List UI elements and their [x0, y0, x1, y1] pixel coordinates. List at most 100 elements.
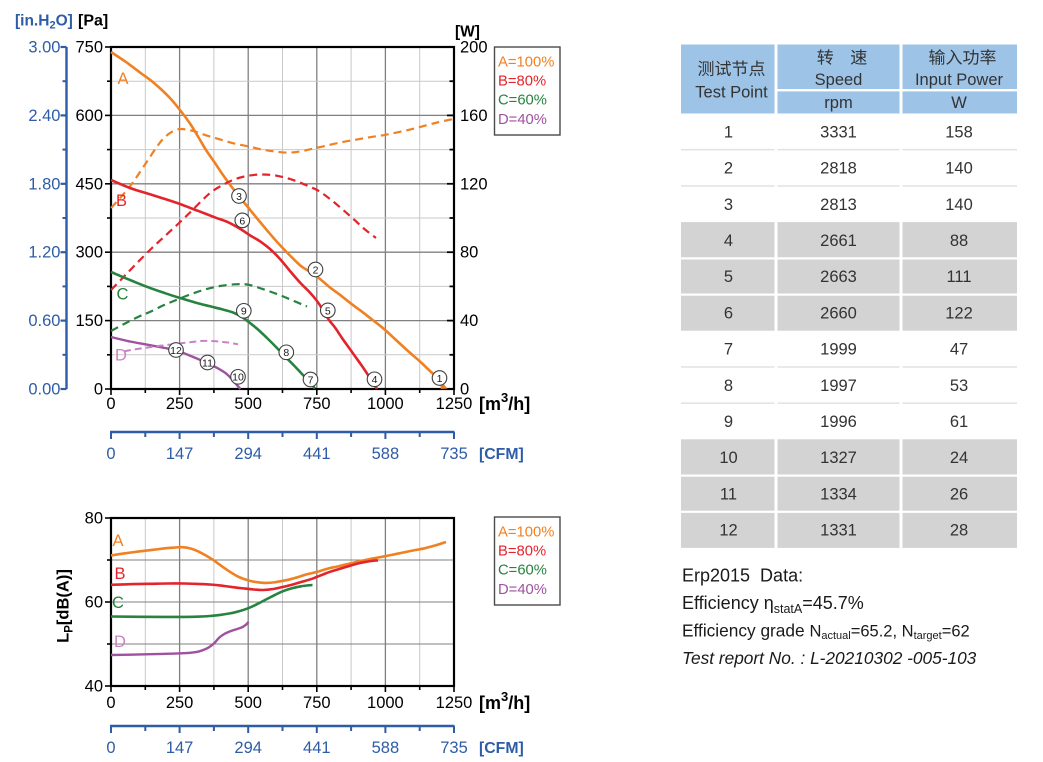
- svg-text:1334: 1334: [820, 485, 857, 503]
- svg-text:0.60: 0.60: [28, 312, 60, 330]
- svg-text:294: 294: [234, 739, 262, 757]
- svg-text:80: 80: [460, 244, 478, 262]
- svg-text:C=60%: C=60%: [498, 563, 547, 579]
- svg-text:294: 294: [234, 445, 262, 463]
- svg-text:0: 0: [106, 395, 115, 413]
- svg-text:D: D: [115, 347, 127, 365]
- svg-text:1: 1: [437, 373, 443, 385]
- svg-text:Efficiency grade Nactual=65.2,: Efficiency grade Nactual=65.2, Ntarget=6…: [682, 621, 970, 643]
- svg-text:2813: 2813: [820, 196, 857, 214]
- svg-text:140: 140: [945, 160, 973, 178]
- svg-text:158: 158: [945, 123, 973, 141]
- svg-text:3: 3: [724, 196, 733, 214]
- svg-text:10: 10: [232, 372, 244, 384]
- svg-text:1250: 1250: [436, 694, 473, 712]
- svg-text:450: 450: [75, 175, 103, 193]
- svg-text:5: 5: [724, 268, 733, 286]
- svg-text:120: 120: [460, 175, 488, 193]
- svg-text:Input Power: Input Power: [915, 71, 1004, 89]
- svg-text:B=80%: B=80%: [498, 74, 546, 90]
- svg-text:3.00: 3.00: [28, 39, 60, 57]
- svg-text:0: 0: [106, 694, 115, 712]
- svg-text:0: 0: [460, 381, 469, 399]
- svg-text:60: 60: [85, 594, 103, 612]
- svg-text:2660: 2660: [820, 304, 857, 322]
- svg-text:750: 750: [75, 39, 103, 57]
- svg-text:5: 5: [325, 305, 331, 317]
- svg-text:9: 9: [241, 306, 247, 318]
- svg-text:0: 0: [94, 381, 103, 399]
- svg-text:[m3/h]: [m3/h]: [479, 390, 530, 414]
- svg-text:Test report No. : L-20210302 -: Test report No. : L-20210302 -005-103: [682, 648, 977, 668]
- svg-text:B: B: [116, 192, 127, 210]
- svg-text:12: 12: [719, 522, 737, 540]
- svg-text:12: 12: [170, 345, 182, 357]
- svg-text:26: 26: [950, 485, 968, 503]
- svg-text:[m3/h]: [m3/h]: [479, 689, 530, 713]
- svg-text:160: 160: [460, 107, 488, 125]
- svg-text:1999: 1999: [820, 341, 857, 359]
- svg-text:D=40%: D=40%: [498, 582, 547, 598]
- svg-text:24: 24: [950, 449, 968, 467]
- svg-text:1250: 1250: [436, 395, 473, 413]
- svg-text:A: A: [112, 532, 123, 550]
- svg-text:4: 4: [372, 374, 378, 386]
- svg-text:441: 441: [303, 739, 331, 757]
- svg-text:A: A: [117, 70, 128, 88]
- svg-text:1: 1: [724, 123, 733, 141]
- svg-text:B: B: [114, 565, 125, 583]
- svg-text:2: 2: [313, 264, 319, 276]
- svg-text:7: 7: [724, 341, 733, 359]
- svg-text:1.20: 1.20: [28, 244, 60, 262]
- svg-text:147: 147: [166, 445, 194, 463]
- svg-text:[W]: [W]: [455, 24, 480, 41]
- svg-text:53: 53: [950, 377, 968, 395]
- svg-text:88: 88: [950, 232, 968, 250]
- svg-text:C: C: [112, 594, 124, 612]
- svg-text:11: 11: [720, 485, 737, 503]
- svg-text:3: 3: [236, 191, 242, 203]
- svg-text:1996: 1996: [820, 413, 857, 431]
- svg-text:A=100%: A=100%: [498, 54, 554, 70]
- svg-text:6: 6: [724, 304, 733, 322]
- svg-text:2663: 2663: [820, 268, 857, 286]
- svg-text:588: 588: [372, 445, 400, 463]
- svg-text:111: 111: [946, 268, 971, 286]
- svg-text:11: 11: [202, 357, 213, 369]
- svg-text:140: 140: [945, 196, 973, 214]
- svg-text:500: 500: [234, 395, 262, 413]
- svg-text:[CFM]: [CFM]: [479, 740, 524, 757]
- svg-text:10: 10: [719, 449, 737, 467]
- svg-text:D=40%: D=40%: [498, 112, 547, 128]
- svg-text:D: D: [114, 633, 126, 651]
- svg-text:2.40: 2.40: [28, 107, 60, 125]
- svg-text:2818: 2818: [820, 160, 857, 178]
- svg-text:7: 7: [308, 374, 314, 386]
- svg-text:40: 40: [85, 678, 103, 696]
- svg-text:0.00: 0.00: [28, 381, 60, 399]
- svg-text:122: 122: [945, 304, 973, 322]
- svg-text:0: 0: [106, 445, 115, 463]
- svg-text:441: 441: [303, 445, 331, 463]
- svg-text:2: 2: [724, 160, 733, 178]
- svg-text:300: 300: [75, 244, 103, 262]
- svg-text:LP[dB(A)]: LP[dB(A)]: [55, 569, 76, 643]
- svg-text:[in.H2O]: [in.H2O]: [15, 13, 73, 32]
- svg-text:C: C: [117, 286, 129, 304]
- svg-text:2661: 2661: [820, 232, 857, 250]
- svg-text:A=100%: A=100%: [498, 524, 554, 540]
- svg-text:500: 500: [234, 694, 262, 712]
- svg-text:1997: 1997: [820, 377, 857, 395]
- svg-text:61: 61: [950, 413, 968, 431]
- svg-text:1327: 1327: [820, 449, 857, 467]
- svg-text:735: 735: [440, 739, 468, 757]
- svg-text:600: 600: [75, 107, 103, 125]
- svg-text:1331: 1331: [820, 522, 857, 540]
- svg-text:W: W: [951, 94, 967, 112]
- svg-text:200: 200: [460, 39, 488, 57]
- svg-text:40: 40: [460, 312, 478, 330]
- svg-text:588: 588: [372, 739, 400, 757]
- svg-text:9: 9: [724, 413, 733, 431]
- svg-text:250: 250: [166, 395, 194, 413]
- svg-text:[Pa]: [Pa]: [78, 13, 108, 30]
